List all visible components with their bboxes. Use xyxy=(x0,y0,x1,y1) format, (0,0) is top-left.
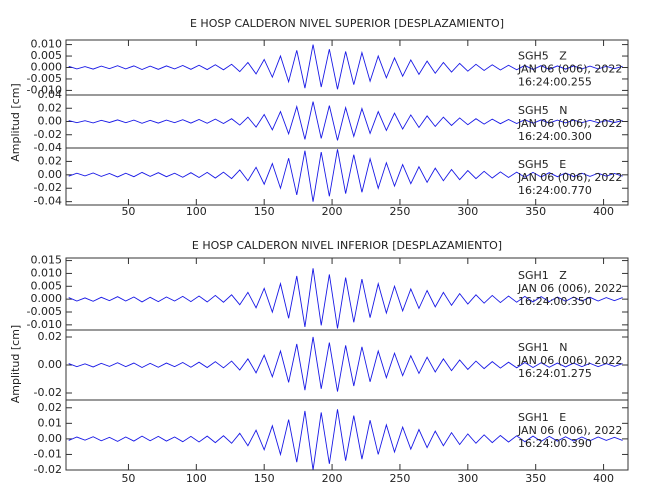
trace xyxy=(68,409,623,470)
y-tick-label: 0.000 xyxy=(31,61,63,74)
y-tick-label: 0.02 xyxy=(38,154,63,167)
time-label: 16:24:01.275 xyxy=(518,367,592,380)
station-label: SGH1 Z xyxy=(518,269,567,282)
y-tick-label: -0.005 xyxy=(27,305,62,318)
x-tick-label: 150 xyxy=(254,205,275,218)
x-tick-label: 350 xyxy=(525,205,546,218)
date-label: JAN 06 (006), 2022 xyxy=(517,63,622,76)
date-label: JAN 06 (006), 2022 xyxy=(517,117,622,130)
panel-frame xyxy=(65,399,629,471)
figure-title: E HOSP CALDERON NIVEL INFERIOR [DESPLAZA… xyxy=(192,239,502,252)
x-tick-label: 400 xyxy=(593,205,614,218)
x-tick-label: 400 xyxy=(593,472,614,485)
x-tick-label: 100 xyxy=(186,205,207,218)
station-label: SGH1 N xyxy=(518,341,568,354)
x-tick-label: 200 xyxy=(322,472,343,485)
time-label: 16:24:00.390 xyxy=(518,437,592,450)
time-label: 16:24:00.300 xyxy=(518,130,592,143)
y-tick-label: -0.02 xyxy=(34,181,62,194)
y-tick-label: 0.02 xyxy=(38,401,63,414)
y-tick-label: 0.005 xyxy=(31,49,63,62)
y-tick-label: -0.04 xyxy=(34,141,62,154)
date-label: JAN 06 (006), 2022 xyxy=(517,282,622,295)
x-tick-label: 250 xyxy=(389,472,410,485)
y-tick-label: -0.005 xyxy=(27,72,62,85)
station-label: SGH5 Z xyxy=(518,50,567,63)
x-tick-label: 150 xyxy=(254,472,275,485)
y-tick-label: 0.00 xyxy=(38,168,63,181)
y-tick-label: 0.04 xyxy=(38,88,63,101)
x-tick-label: 300 xyxy=(457,205,478,218)
station-label: SGH5 N xyxy=(518,104,568,117)
y-tick-label: 0.00 xyxy=(38,432,63,445)
station-label: SGH1 E xyxy=(518,411,566,424)
y-tick-label: 0.000 xyxy=(31,292,63,305)
y-tick-label: 0.00 xyxy=(38,115,63,128)
trace xyxy=(68,149,623,202)
trace xyxy=(68,44,623,90)
trace xyxy=(68,268,623,329)
time-label: 16:24:00.255 xyxy=(518,76,592,89)
time-label: 16:24:00.770 xyxy=(518,184,592,197)
x-tick-label: 300 xyxy=(457,472,478,485)
date-label: JAN 06 (006), 2022 xyxy=(517,354,622,367)
y-tick-label: 0.01 xyxy=(38,416,63,429)
x-tick-label: 50 xyxy=(121,205,135,218)
panel-frame xyxy=(65,147,629,206)
trace xyxy=(68,101,623,141)
x-tick-label: 350 xyxy=(525,472,546,485)
x-tick-label: 50 xyxy=(121,472,135,485)
y-tick-label: -0.01 xyxy=(34,447,62,460)
y-tick-label: 0.00 xyxy=(38,358,63,371)
y-tick-label: 0.010 xyxy=(31,266,63,279)
time-label: 16:24:00.350 xyxy=(518,295,592,308)
y-tick-label: -0.02 xyxy=(34,128,62,141)
x-tick-label: 100 xyxy=(186,472,207,485)
y-tick-label: 0.015 xyxy=(31,254,63,267)
figure-title: E HOSP CALDERON NIVEL SUPERIOR [DESPLAZA… xyxy=(190,17,504,30)
y-tick-label: -0.02 xyxy=(34,463,62,476)
x-tick-label: 250 xyxy=(389,205,410,218)
y-axis-label: Amplitud [cm] xyxy=(9,325,22,403)
y-tick-label: 0.02 xyxy=(38,330,63,343)
date-label: JAN 06 (006), 2022 xyxy=(517,424,622,437)
trace xyxy=(68,336,623,392)
station-label: SGH5 E xyxy=(518,158,566,171)
y-tick-label: -0.010 xyxy=(27,318,62,331)
y-tick-label: 0.02 xyxy=(38,101,63,114)
y-tick-label: 0.010 xyxy=(31,38,63,51)
y-axis-label: Amplitud [cm] xyxy=(9,83,22,161)
date-label: JAN 06 (006), 2022 xyxy=(517,171,622,184)
y-tick-label: -0.010 xyxy=(27,83,62,96)
x-tick-label: 200 xyxy=(322,205,343,218)
y-tick-label: -0.02 xyxy=(34,386,62,399)
y-tick-label: -0.04 xyxy=(34,195,62,208)
y-tick-label: 0.005 xyxy=(31,279,63,292)
